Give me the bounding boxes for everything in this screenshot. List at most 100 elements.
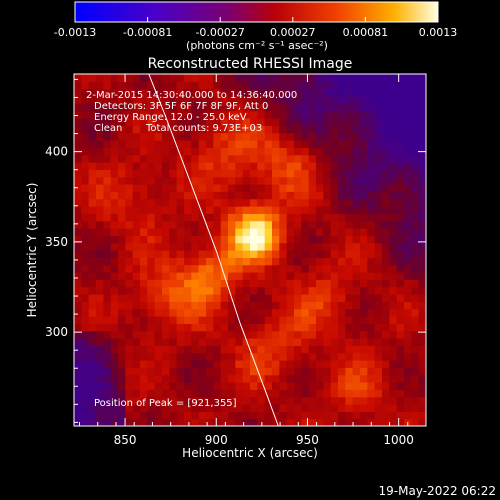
heatmap-cell <box>132 286 141 295</box>
heatmap-cell <box>235 338 244 346</box>
heatmap-cell <box>198 81 207 90</box>
heatmap-cell <box>110 235 119 244</box>
heatmap-cell <box>294 176 302 185</box>
heatmap-cell <box>264 118 273 126</box>
heatmap-cell <box>396 257 405 266</box>
heatmap-cell <box>411 162 420 170</box>
heatmap-cell <box>228 169 236 178</box>
heatmap-cell <box>176 367 185 376</box>
heatmap-cell <box>235 132 244 141</box>
heatmap-cell <box>198 213 207 222</box>
heatmap-cell <box>184 132 192 141</box>
heatmap-cell <box>294 132 302 141</box>
heatmap-cell <box>250 389 258 398</box>
heatmap-cell <box>235 140 244 148</box>
heatmap-cell <box>330 74 339 82</box>
heatmap-cell <box>250 308 258 317</box>
heatmap-cell <box>404 169 412 178</box>
heatmap-cell <box>352 147 361 156</box>
heatmap-cell <box>176 323 185 332</box>
heatmap-cell <box>228 352 236 361</box>
heatmap-cell <box>382 316 390 324</box>
heatmap-cell <box>279 308 288 317</box>
heatmap-cell <box>132 323 141 332</box>
heatmap-cell <box>147 96 156 104</box>
heatmap-cell <box>96 272 104 280</box>
heatmap-cell <box>198 286 207 295</box>
heatmap-cell <box>360 286 368 295</box>
heatmap-cell <box>279 103 288 112</box>
heatmap-cell <box>81 235 90 244</box>
heatmap-cell <box>147 81 156 90</box>
heatmap-cell <box>118 191 126 200</box>
heatmap-cell <box>228 389 236 398</box>
heatmap-cell <box>367 220 376 229</box>
heatmap-cell <box>264 352 273 361</box>
heatmap-cell <box>88 220 97 229</box>
heatmap-cell <box>286 323 295 332</box>
heatmap-cell <box>308 264 317 273</box>
heatmap-cell <box>132 411 141 420</box>
heatmap-cell <box>81 206 90 214</box>
heatmap-cell <box>279 389 288 398</box>
heatmap-cell <box>140 279 148 288</box>
heatmap-cell <box>301 162 310 170</box>
heatmap-cell <box>396 81 405 90</box>
heatmap-cell <box>323 228 332 236</box>
heatmap-cell <box>147 272 156 280</box>
heatmap-cell <box>272 308 280 317</box>
heatmap-cell <box>96 162 104 170</box>
heatmap-cell <box>257 382 266 390</box>
heatmap-cell <box>367 352 376 361</box>
heatmap-cell <box>308 110 317 119</box>
heatmap-cell <box>264 220 273 229</box>
heatmap-cell <box>396 191 405 200</box>
heatmap-cell <box>272 264 280 273</box>
heatmap-cell <box>184 374 192 383</box>
heatmap-cell <box>110 118 119 126</box>
heatmap-cell <box>338 330 346 339</box>
heatmap-cell <box>132 132 141 141</box>
heatmap-cell <box>96 242 104 251</box>
heatmap-cell <box>345 96 354 104</box>
heatmap-cell <box>308 367 317 376</box>
heatmap-cell <box>220 220 229 229</box>
heatmap-cell <box>81 110 90 119</box>
heatmap-cell <box>198 74 207 82</box>
heatmap-cell <box>279 198 288 207</box>
heatmap-cell <box>220 132 229 141</box>
heatmap-cell <box>235 360 244 368</box>
heatmap-cell <box>147 228 156 236</box>
heatmap-cell <box>154 367 163 376</box>
heatmap-cell <box>125 308 134 317</box>
heatmap-cell <box>235 264 244 273</box>
heatmap-cell <box>330 242 339 251</box>
y-axis-ticks <box>74 78 426 423</box>
heatmap-cell <box>184 316 192 324</box>
heatmap-cell <box>198 272 207 280</box>
heatmap-cell <box>330 162 339 170</box>
heatmap-cell <box>294 88 302 97</box>
heatmap-cell <box>396 345 405 354</box>
heatmap-cell <box>279 88 288 97</box>
heatmap-cell <box>154 213 163 222</box>
heatmap-cell <box>272 81 280 90</box>
heatmap-cell <box>250 257 258 266</box>
heatmap-cell <box>389 176 398 185</box>
heatmap-cell <box>418 228 426 236</box>
heatmap-cell <box>206 404 214 412</box>
heatmap-cell <box>103 176 112 185</box>
heatmap-cell <box>169 338 178 346</box>
heatmap-cell <box>110 88 119 97</box>
heatmap-cell <box>235 345 244 354</box>
heatmap-cell <box>382 220 390 229</box>
heatmap-cell <box>154 103 163 112</box>
heatmap-cell <box>389 345 398 354</box>
heatmap-cell <box>396 323 405 332</box>
heatmap-cell <box>367 132 376 141</box>
heatmap-cell <box>382 184 390 192</box>
heatmap-cell <box>213 125 222 134</box>
heatmap-cell <box>338 169 346 178</box>
heatmap-cell <box>162 272 170 280</box>
heatmap-cell <box>250 272 258 280</box>
